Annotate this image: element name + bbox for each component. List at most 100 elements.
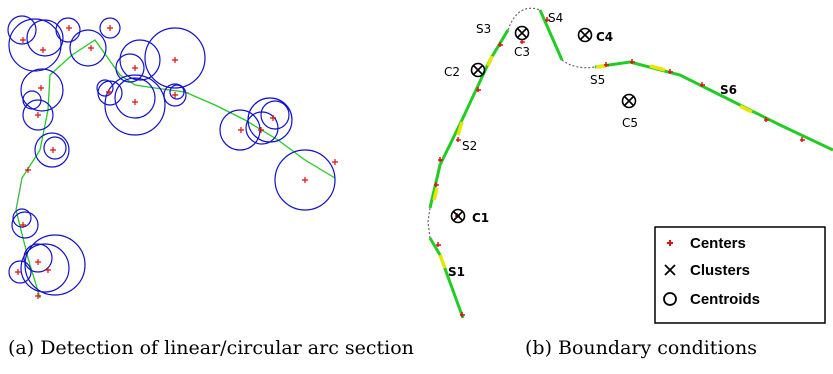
segment-label-s3: S3 bbox=[476, 22, 491, 36]
segment-gap bbox=[507, 7, 541, 31]
legend-clusters: Clusters bbox=[664, 262, 750, 279]
detection-circle bbox=[69, 29, 107, 67]
caption-panel-a: (a) Detection of linear/circular arc sec… bbox=[8, 337, 414, 359]
detection-circle bbox=[43, 136, 67, 160]
segment-gap bbox=[561, 59, 596, 69]
center-marker bbox=[107, 25, 113, 31]
highlight bbox=[595, 64, 607, 69]
detection-circle bbox=[12, 208, 32, 228]
centroid-c4 bbox=[577, 27, 593, 43]
segment-path bbox=[594, 60, 833, 152]
detection-circle bbox=[22, 99, 54, 131]
detection-circle bbox=[97, 80, 123, 106]
center-marker bbox=[700, 82, 705, 87]
center-marker bbox=[35, 259, 41, 265]
center-marker bbox=[668, 69, 673, 74]
center-marker bbox=[456, 137, 461, 142]
segment-gap bbox=[427, 207, 431, 239]
segment-label-s2: S2 bbox=[462, 139, 477, 153]
center-marker bbox=[270, 115, 276, 121]
center-marker bbox=[38, 85, 44, 91]
detection-circle bbox=[260, 100, 290, 130]
detection-circle bbox=[7, 15, 37, 45]
detection-circle bbox=[96, 79, 114, 97]
center-marker bbox=[15, 269, 21, 275]
segment-label-s5: S5 bbox=[590, 73, 605, 87]
centroid-label-c5: C5 bbox=[622, 116, 638, 130]
detection-circle bbox=[11, 211, 39, 239]
center-marker bbox=[764, 117, 769, 122]
detection-circle bbox=[20, 243, 70, 293]
detection-circle bbox=[99, 17, 121, 39]
detection-circle bbox=[104, 74, 166, 136]
panel-a-path bbox=[15, 39, 336, 299]
center-marker bbox=[25, 167, 31, 173]
center-marker bbox=[498, 42, 503, 47]
legend-centroids: Centroids bbox=[663, 291, 760, 308]
segment-label-s1: S1 bbox=[448, 265, 465, 279]
panel-a-gap bbox=[15, 177, 23, 211]
center-marker bbox=[20, 222, 26, 228]
detection-circle bbox=[22, 90, 42, 110]
detection-circle bbox=[26, 19, 64, 57]
center-marker bbox=[258, 127, 264, 133]
highlight bbox=[486, 55, 494, 67]
center-marker bbox=[50, 147, 56, 153]
center-marker bbox=[302, 177, 308, 183]
center-marker bbox=[545, 17, 550, 22]
centroid-c5 bbox=[621, 93, 637, 109]
detection-circle bbox=[114, 77, 156, 119]
center-marker bbox=[35, 293, 41, 299]
legend-box bbox=[654, 226, 826, 324]
center-marker bbox=[106, 89, 112, 95]
centroid-c1 bbox=[450, 208, 466, 224]
segment-label-s4: S4 bbox=[548, 11, 563, 25]
center-marker bbox=[172, 57, 178, 63]
center-marker bbox=[630, 59, 635, 64]
center-marker bbox=[35, 112, 41, 118]
centroid-label-c2: C2 bbox=[444, 65, 460, 79]
detection-circle bbox=[8, 18, 62, 72]
detection-circle bbox=[119, 39, 161, 81]
segment-path bbox=[428, 29, 510, 209]
legend-clusters-label: Clusters bbox=[690, 262, 750, 279]
detection-circle bbox=[169, 84, 185, 100]
centroid-label-c1: C1 bbox=[472, 211, 489, 225]
cross-icon bbox=[664, 264, 676, 276]
detection-circle bbox=[8, 260, 32, 284]
center-marker bbox=[434, 182, 439, 187]
detection-circle bbox=[274, 149, 336, 211]
center-marker bbox=[172, 92, 178, 98]
detection-circle bbox=[144, 27, 206, 89]
center-marker bbox=[438, 157, 443, 162]
center-marker bbox=[332, 159, 338, 165]
center-marker bbox=[800, 137, 805, 142]
detection-circle bbox=[34, 132, 70, 168]
highlight bbox=[649, 64, 666, 72]
center-marker bbox=[436, 242, 441, 247]
detection-circle bbox=[163, 83, 187, 107]
detection-circle bbox=[247, 97, 293, 143]
centroid-c2 bbox=[470, 62, 486, 78]
center-marker bbox=[460, 312, 465, 317]
highlight bbox=[432, 187, 439, 201]
centroids bbox=[450, 25, 637, 224]
center-marker bbox=[132, 65, 138, 71]
segment-label-s6: S6 bbox=[720, 83, 737, 97]
panel-a-centers bbox=[15, 25, 338, 299]
segment-highlights bbox=[432, 55, 753, 269]
center-marker bbox=[40, 47, 46, 53]
highlight bbox=[739, 104, 753, 114]
center-marker bbox=[45, 267, 51, 273]
circle-icon bbox=[663, 292, 677, 306]
center-marker bbox=[132, 99, 138, 105]
center-marker bbox=[88, 45, 94, 51]
center-marker bbox=[604, 62, 609, 67]
legend: Centers Clusters Centroids bbox=[654, 226, 826, 324]
segment-path bbox=[538, 9, 564, 61]
legend-centers: Centers bbox=[667, 235, 746, 252]
detection-circle bbox=[245, 111, 279, 145]
legend-centroids-label: Centroids bbox=[690, 291, 760, 308]
panel-a-circles bbox=[7, 15, 336, 296]
